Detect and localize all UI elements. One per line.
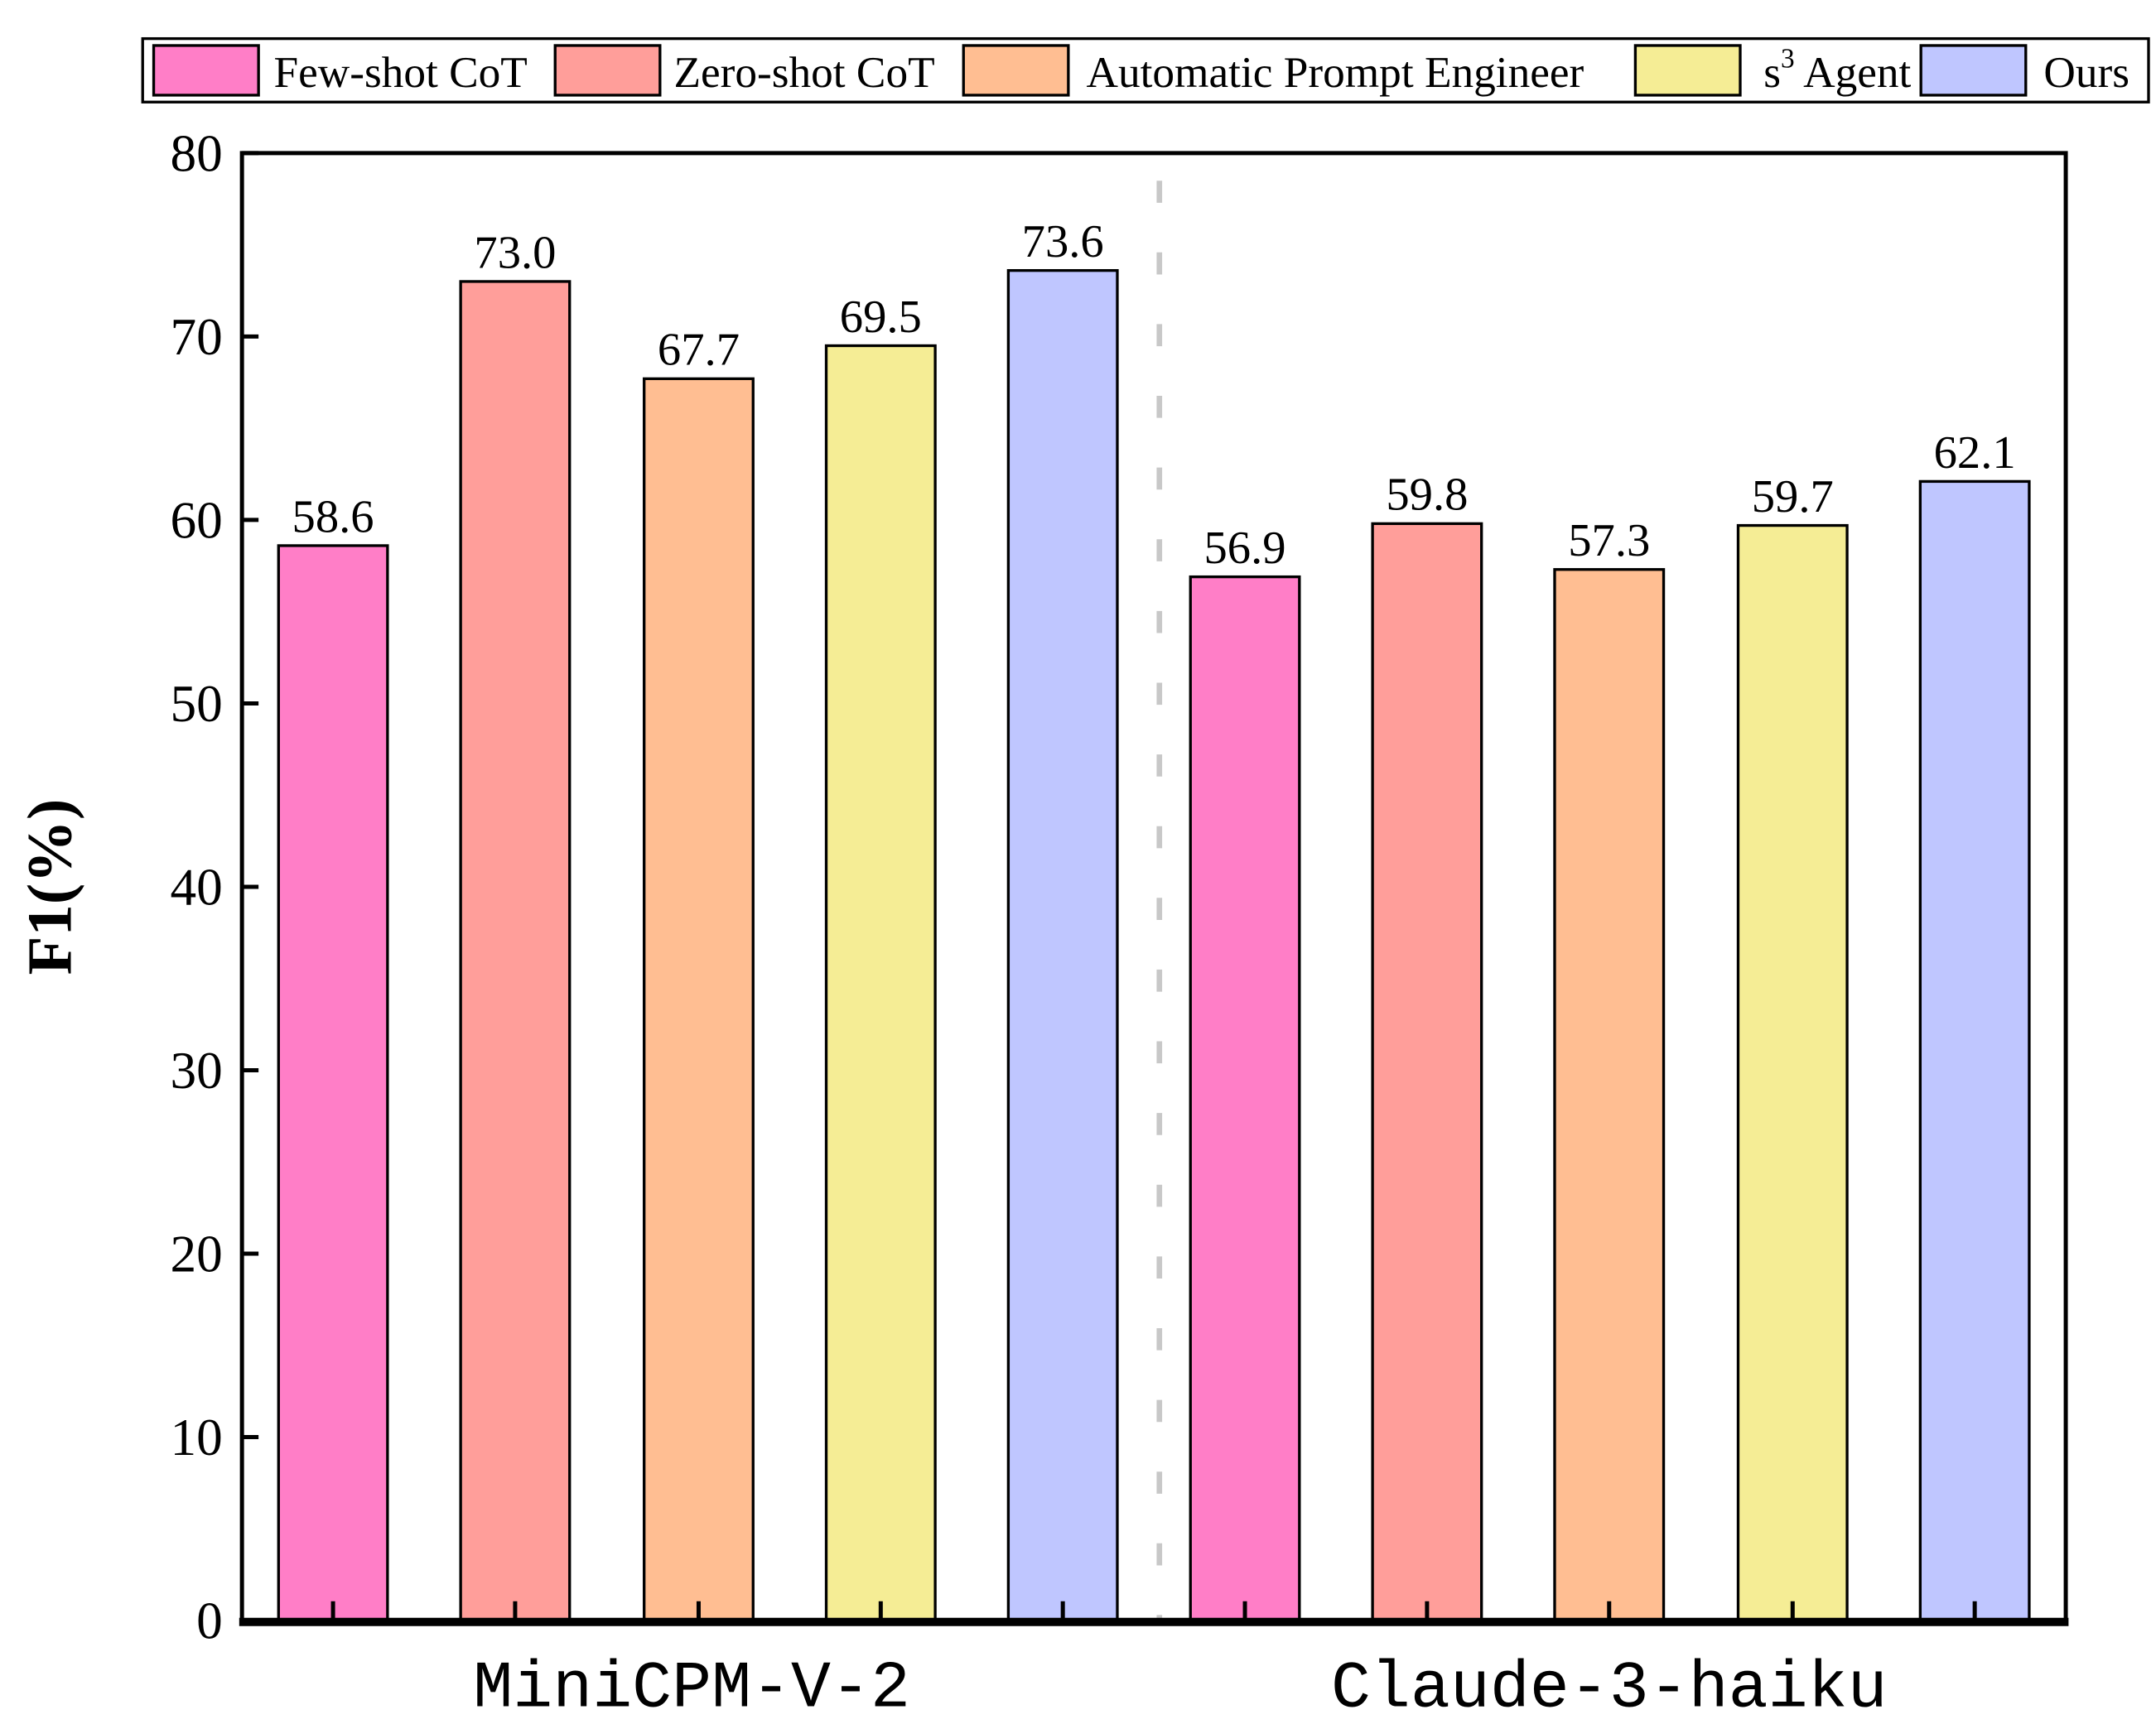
bar-value-label: 73.6 — [1022, 216, 1104, 267]
y-tick-label: 40 — [171, 859, 223, 917]
y-tick-label: 10 — [171, 1409, 223, 1466]
bar — [1736, 523, 1849, 1622]
legend-label: Ours — [2043, 48, 2129, 97]
bar-value-label: 69.5 — [840, 291, 922, 343]
y-tick-label: 50 — [171, 675, 223, 733]
x-category-label: MiniCPM-V-2 — [473, 1651, 910, 1724]
bars: 58.6 56.9 73.0 59.8 67.7 57.3 69.5 59.7 73.6 62.1 — [277, 181, 2031, 1622]
bar — [643, 377, 755, 1622]
bar-value-label: 73.0 — [474, 227, 556, 278]
y-tick-label: 30 — [171, 1042, 223, 1100]
bar-value-label: 58.6 — [292, 491, 374, 542]
bar-value-label: 59.8 — [1386, 470, 1468, 521]
bar — [1371, 522, 1483, 1622]
bar-value-label: 62.1 — [1934, 427, 2016, 479]
legend-label: Automatic Prompt Engineer — [1086, 48, 1584, 97]
legend-label-rest: Agent — [1795, 48, 1912, 97]
legend-label: Few-shot CoT — [273, 48, 527, 97]
y-tick-label: 0 — [196, 1592, 223, 1650]
bar — [824, 344, 937, 1622]
legend: Few-shot CoT Zero-shot CoT Automatic Promp… — [141, 36, 2150, 104]
legend-label-sup: 3 — [1781, 44, 1795, 75]
bar-value-label: 67.7 — [658, 325, 740, 376]
bar-value-label: 57.3 — [1568, 515, 1650, 566]
legend-swatch — [1633, 44, 1742, 97]
legend-swatch — [553, 44, 662, 97]
y-tick-label: 20 — [171, 1226, 223, 1283]
bar — [459, 280, 572, 1622]
x-category-label: Claude-3-haiku — [1331, 1651, 1888, 1724]
bar — [1006, 268, 1119, 1622]
legend-label-base: s — [1763, 48, 1781, 97]
legend-box — [141, 36, 2150, 104]
bar — [277, 544, 389, 1622]
legend-label: s3 Agent — [1763, 44, 1911, 97]
legend-swatch — [962, 44, 1070, 97]
bar-value-label: 56.9 — [1203, 522, 1285, 574]
bar — [1553, 568, 1666, 1622]
legend-label: Zero-shot CoT — [673, 48, 934, 97]
y-tick-label: 60 — [171, 492, 223, 550]
bar-value-label: 59.7 — [1752, 471, 1834, 522]
y-tick-label: 80 — [171, 125, 223, 183]
legend-swatch — [1919, 44, 2028, 97]
x-axis: MiniCPM-V-2 Claude-3-haiku — [239, 151, 2069, 1724]
bar — [1918, 479, 2031, 1622]
y-axis-title: F1(%) — [15, 799, 85, 975]
legend-swatch — [152, 44, 260, 97]
y-axis: 0 10 20 30 40 50 60 70 80 F1(%) — [15, 125, 259, 1650]
y-tick-label: 70 — [171, 308, 223, 366]
bar — [1189, 575, 1301, 1622]
